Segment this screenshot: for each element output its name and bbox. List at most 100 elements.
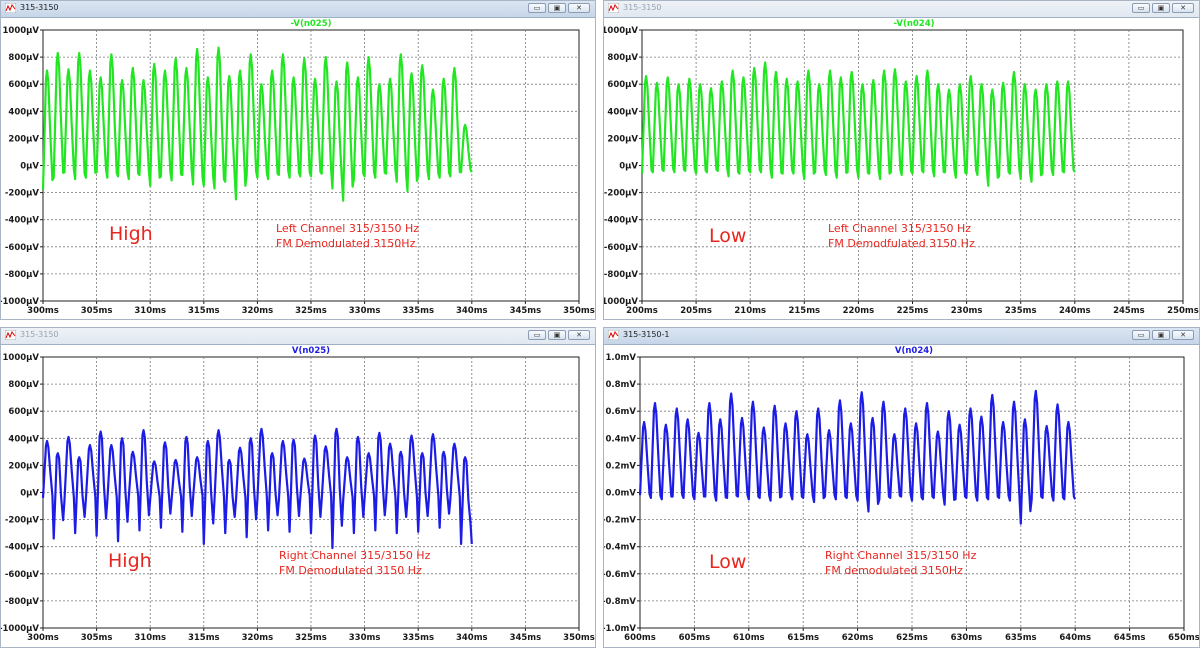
y-tick-label: -200µV — [604, 189, 638, 199]
level-annotation: High — [108, 550, 152, 572]
y-tick-label: 400µV — [8, 107, 39, 117]
waveform-plot[interactable]: -V(n025) 1000µV 800µV 600µV 400µV 200µV 0µV -2… — [1, 18, 595, 319]
x-tick-label: 215ms — [788, 306, 820, 316]
y-tick-label: 800µV — [8, 380, 39, 390]
waveform-plot[interactable]: -V(n024) 1000µV 800µV 600µV 400µV 200µV 0µV -2… — [604, 18, 1199, 319]
ltspice-window-icon — [608, 3, 619, 13]
x-axis: 600ms 605ms 610ms 615ms 620ms 625ms 630ms 635ms… — [624, 628, 1199, 643]
x-tick-label: 210ms — [734, 306, 766, 316]
close-button[interactable]: ✕ — [568, 3, 590, 13]
restore-icon: ▣ — [1157, 4, 1165, 12]
y-tick-label: 1000µV — [604, 26, 638, 36]
y-tick-label: -1000µV — [604, 297, 638, 307]
x-tick-label: 305ms — [81, 306, 113, 316]
restore-button[interactable]: ▣ — [548, 330, 566, 340]
x-tick-label: 610ms — [733, 633, 765, 643]
trace-title[interactable]: V(n024) — [895, 346, 933, 356]
level-annotation: High — [109, 223, 153, 245]
x-tick-label: 315ms — [188, 306, 220, 316]
x-axis: 300ms 305ms 310ms 315ms 320ms 325ms 330ms 335ms… — [27, 628, 595, 643]
minimize-button[interactable]: ▭ — [528, 3, 546, 13]
minimize-button[interactable]: ▭ — [1132, 330, 1150, 340]
x-tick-label: 235ms — [1005, 306, 1037, 316]
restore-button[interactable]: ▣ — [1152, 330, 1170, 340]
y-tick-label: 1000µV — [3, 353, 40, 363]
y-tick-label: -400µV — [604, 216, 638, 226]
plot-window-top-left: 315-3150 ▭ ▣ ✕ -V(n025) 1000µV 800µV 600µV… — [0, 0, 596, 320]
x-tick-label: 200ms — [626, 306, 658, 316]
y-tick-label: -800µV — [5, 270, 40, 280]
window-titlebar[interactable]: 315-3150 ▭ ▣ ✕ — [604, 1, 1199, 18]
x-tick-label: 625ms — [896, 633, 928, 643]
channel-annotation: Right Channel 315/3150 Hz — [825, 549, 977, 562]
y-tick-label: 600µV — [8, 407, 39, 417]
x-tick-label: 640ms — [1059, 633, 1091, 643]
window-titlebar[interactable]: 315-3150-1 ▭ ▣ ✕ — [604, 328, 1199, 345]
y-tick-label: 0µV — [20, 489, 39, 499]
y-tick-label: 0.2mV — [606, 461, 637, 471]
x-tick-label: 615ms — [787, 633, 819, 643]
restore-icon: ▣ — [553, 4, 561, 12]
close-icon: ✕ — [1180, 4, 1186, 12]
x-tick-label: 335ms — [402, 633, 434, 643]
ltspice-window-icon — [5, 3, 16, 13]
window-title: 315-3150 — [20, 330, 59, 339]
minimize-icon: ▭ — [533, 331, 541, 339]
x-tick-label: 325ms — [295, 633, 327, 643]
trace-line[interactable] — [41, 427, 473, 550]
y-tick-label: -800µV — [5, 597, 40, 607]
close-button[interactable]: ✕ — [1172, 3, 1194, 13]
trace-title[interactable]: -V(n024) — [893, 19, 934, 29]
x-tick-label: 320ms — [242, 633, 274, 643]
y-tick-label: 600µV — [8, 80, 39, 90]
y-tick-label: 400µV — [8, 434, 39, 444]
demod-annotation: FM Demodulated 3150 Hz — [279, 564, 422, 577]
x-tick-label: 230ms — [951, 306, 983, 316]
trace-title[interactable]: V(n025) — [292, 346, 330, 356]
waveform-plot[interactable]: V(n025) 1000µV 800µV 600µV 400µV 200µV 0µV -20… — [1, 345, 595, 647]
ltspice-window-icon — [608, 330, 619, 340]
trace-line[interactable] — [638, 389, 1077, 525]
channel-annotation: Left Channel 315/3150 Hz — [828, 222, 971, 235]
y-tick-label: -1000µV — [1, 624, 39, 634]
window-title: 315-3150-1 — [623, 330, 670, 339]
window-titlebar[interactable]: 315-3150 ▭ ▣ ✕ — [1, 1, 595, 18]
x-tick-label: 205ms — [680, 306, 712, 316]
x-tick-label: 605ms — [679, 633, 711, 643]
y-tick-label: -200µV — [5, 189, 40, 199]
y-tick-label: -0.2mV — [604, 516, 636, 526]
waveform-plot[interactable]: V(n024) 1.0mV 0.8mV 0.6mV 0.4mV 0.2mV 0.0mV -0… — [604, 345, 1199, 647]
x-tick-label: 300ms — [27, 306, 59, 316]
y-axis: 1000µV 800µV 600µV 400µV 200µV 0µV -200µV -400µ… — [1, 26, 43, 307]
minimize-button[interactable]: ▭ — [528, 330, 546, 340]
y-tick-label: -800µV — [604, 270, 638, 280]
x-tick-label: 335ms — [402, 306, 434, 316]
restore-button[interactable]: ▣ — [548, 3, 566, 13]
plot-grid — [642, 30, 1183, 301]
trace-title[interactable]: -V(n025) — [290, 19, 331, 29]
trace-line[interactable] — [640, 61, 1076, 187]
x-tick-label: 345ms — [510, 633, 542, 643]
close-icon: ✕ — [576, 331, 582, 339]
close-button[interactable]: ✕ — [568, 330, 590, 340]
restore-button[interactable]: ▣ — [1152, 3, 1170, 13]
window-title: 315-3150 — [623, 3, 662, 12]
close-button[interactable]: ✕ — [1172, 330, 1194, 340]
minimize-icon: ▭ — [533, 4, 541, 12]
y-tick-label: -0.8mV — [604, 597, 636, 607]
y-tick-label: 1000µV — [3, 26, 40, 36]
window-titlebar[interactable]: 315-3150 ▭ ▣ ✕ — [1, 328, 595, 345]
plot-window-bottom-right: 315-3150-1 ▭ ▣ ✕ V(n024) 1.0mV 0.8mV 0.6mV… — [603, 327, 1200, 648]
x-tick-label: 340ms — [456, 306, 488, 316]
x-tick-label: 350ms — [563, 306, 595, 316]
y-tick-label: 0.4mV — [606, 434, 637, 444]
trace-line[interactable] — [41, 46, 473, 202]
minimize-button[interactable]: ▭ — [1132, 3, 1150, 13]
y-tick-label: 1.0mV — [606, 353, 637, 363]
x-tick-label: 620ms — [842, 633, 874, 643]
y-tick-label: 0µV — [20, 162, 39, 172]
x-tick-label: 650ms — [1168, 633, 1199, 643]
x-tick-label: 320ms — [242, 306, 274, 316]
y-tick-label: -600µV — [5, 570, 40, 580]
y-tick-label: 800µV — [8, 53, 39, 63]
